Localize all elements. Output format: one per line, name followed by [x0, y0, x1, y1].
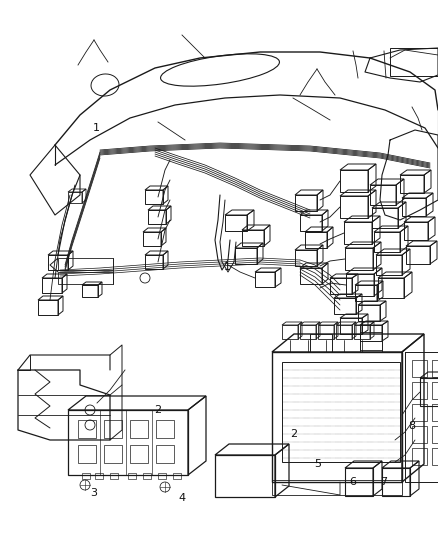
Bar [295, 195, 317, 211]
Bar [305, 232, 327, 248]
Bar [402, 198, 426, 216]
Bar [282, 325, 298, 339]
Bar [128, 473, 136, 479]
Text: 1: 1 [224, 262, 231, 271]
Text: 8: 8 [408, 422, 415, 431]
Text: 3: 3 [91, 488, 98, 498]
Text: 2: 2 [154, 406, 161, 415]
Bar [412, 404, 427, 421]
Bar [406, 246, 430, 264]
Bar [390, 48, 438, 76]
Bar [318, 325, 334, 339]
Bar [412, 448, 427, 465]
Bar [360, 332, 382, 350]
Bar [344, 222, 372, 244]
Bar [78, 445, 96, 463]
Bar [272, 352, 402, 482]
Bar [360, 325, 382, 341]
Bar [300, 268, 322, 284]
Bar [374, 232, 400, 252]
Bar [345, 248, 373, 270]
Bar [420, 378, 438, 406]
Bar [330, 278, 352, 294]
Bar [110, 473, 118, 479]
Bar [355, 285, 377, 301]
Bar [345, 468, 373, 496]
Bar [412, 360, 427, 377]
Bar [82, 473, 90, 479]
Bar [225, 215, 247, 231]
Bar [405, 352, 438, 482]
Bar [48, 255, 68, 270]
Bar [376, 255, 402, 275]
Bar [432, 426, 438, 443]
Bar [58, 258, 113, 270]
Bar [156, 420, 174, 438]
Bar [143, 232, 161, 246]
Bar [235, 248, 257, 264]
Bar [173, 473, 181, 479]
Bar [346, 274, 374, 296]
Bar [295, 250, 317, 266]
Bar [336, 325, 352, 339]
Bar [412, 426, 427, 443]
Bar [382, 468, 410, 496]
Bar [300, 215, 322, 231]
Bar [58, 272, 113, 284]
Bar [282, 362, 400, 462]
Bar [378, 278, 404, 298]
Text: 7: 7 [380, 478, 387, 487]
Bar [272, 480, 402, 495]
Bar [340, 170, 368, 192]
Bar [432, 360, 438, 377]
Bar [145, 255, 163, 269]
Bar [310, 334, 332, 352]
Bar [432, 448, 438, 465]
Bar [156, 445, 174, 463]
Bar [104, 420, 122, 438]
Bar [432, 404, 438, 421]
Bar [354, 325, 370, 339]
Bar [82, 285, 98, 297]
Bar [215, 455, 275, 497]
Bar [404, 222, 428, 240]
Bar [412, 382, 427, 399]
Bar [78, 420, 96, 438]
Bar [300, 325, 316, 339]
Bar [372, 208, 398, 228]
Bar [158, 473, 166, 479]
Bar [432, 382, 438, 399]
Bar [145, 190, 163, 204]
Text: 2: 2 [290, 430, 297, 439]
Text: 1: 1 [93, 123, 100, 133]
Text: 5: 5 [314, 459, 321, 469]
Bar [334, 298, 356, 314]
Bar [242, 230, 264, 246]
Bar [42, 278, 62, 293]
Bar [68, 410, 188, 475]
Bar [130, 445, 148, 463]
Text: 6: 6 [349, 478, 356, 487]
Text: 4: 4 [178, 494, 185, 503]
Bar [358, 305, 380, 321]
Bar [143, 473, 151, 479]
Bar [148, 210, 166, 224]
Bar [95, 473, 103, 479]
Bar [255, 272, 275, 287]
Bar [130, 420, 148, 438]
Bar [400, 175, 424, 193]
Bar [370, 185, 396, 205]
Bar [340, 318, 362, 334]
Bar [38, 300, 58, 315]
Bar [104, 445, 122, 463]
Bar [340, 196, 368, 218]
Bar [68, 192, 82, 203]
